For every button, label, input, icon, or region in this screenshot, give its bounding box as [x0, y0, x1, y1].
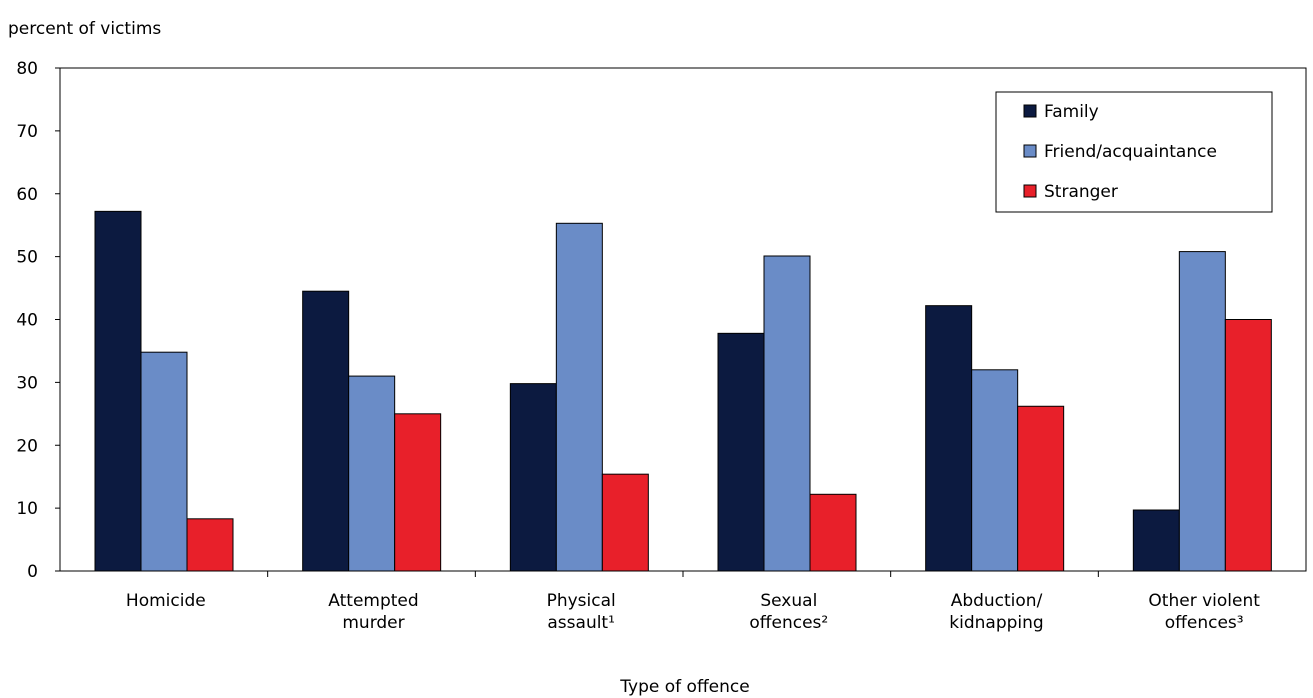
x-category-label: assault¹: [547, 613, 615, 633]
bar-stranger: [394, 413, 442, 572]
bar-family: [302, 290, 350, 572]
x-category-label: offences²: [749, 613, 828, 633]
bar-friend-acquaintance: [140, 351, 188, 572]
y-tick-label: 60: [16, 185, 38, 205]
y-tick-label: 70: [16, 122, 38, 142]
y-tick-label: 80: [16, 59, 38, 79]
x-category-label: kidnapping: [949, 613, 1043, 633]
x-category-label: murder: [342, 613, 404, 633]
legend-label: Stranger: [1044, 182, 1118, 202]
legend-label: Family: [1044, 102, 1099, 122]
x-category-label: Abduction/: [951, 591, 1043, 611]
legend-swatch: [1023, 144, 1037, 158]
y-tick-label: 0: [27, 562, 38, 582]
x-axis-title: Type of offence: [619, 677, 749, 697]
bar-family: [925, 305, 973, 572]
bar-stranger: [186, 518, 234, 572]
x-category-label: offences³: [1165, 613, 1244, 633]
bar-friend-acquaintance: [348, 375, 396, 572]
bar-stranger: [809, 493, 857, 572]
bar-friend-acquaintance: [555, 222, 603, 572]
x-category-label: Physical: [547, 591, 616, 611]
bar-family: [94, 210, 142, 572]
legend-label: Friend/acquaintance: [1044, 142, 1217, 162]
legend: Family Friend/acquaintance Stranger: [995, 91, 1273, 213]
x-category-label: Sexual: [760, 591, 817, 611]
x-category-label: Attempted: [328, 591, 418, 611]
y-axis-title: percent of victims: [8, 19, 161, 39]
y-tick-label: 40: [16, 311, 38, 331]
y-tick-label: 50: [16, 248, 38, 268]
bar-friend-acquaintance: [763, 255, 811, 572]
bar-stranger: [1017, 405, 1065, 572]
bar-family: [509, 383, 557, 572]
x-category-label: Homicide: [126, 591, 206, 611]
bar-family: [717, 332, 765, 572]
y-tick-label: 20: [16, 436, 38, 456]
x-category-label: Other violent: [1148, 591, 1260, 611]
legend-swatch: [1023, 184, 1037, 198]
bar-family: [1132, 509, 1180, 572]
legend-box: [995, 91, 1273, 213]
bar-stranger: [601, 473, 649, 572]
bar-friend-acquaintance: [971, 369, 1019, 572]
legend-swatch: [1023, 104, 1037, 118]
bar-stranger: [1224, 319, 1272, 572]
y-tick-label: 10: [16, 499, 38, 519]
bar-friend-acquaintance: [1178, 251, 1226, 572]
plot-area: 0 10 20 30 40 50 60 70 80 Homicide Attemptedmurder…: [16, 59, 1307, 633]
y-tick-label: 30: [16, 373, 38, 393]
